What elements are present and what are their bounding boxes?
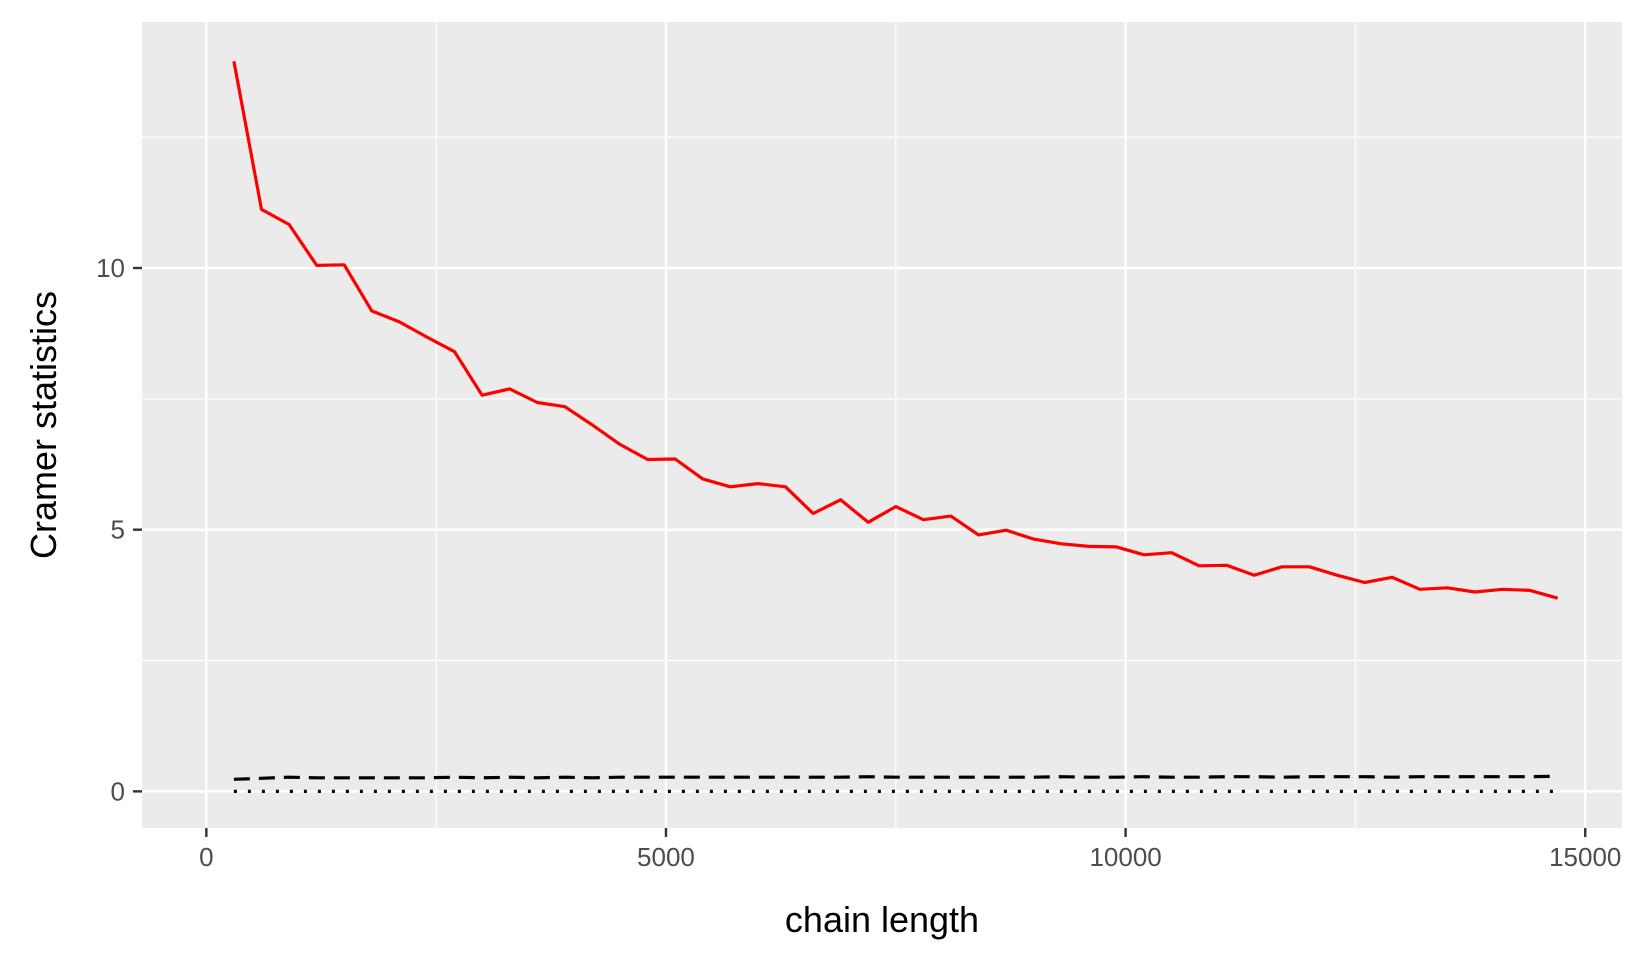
x-tick-label: 15000: [1549, 842, 1621, 872]
x-tick-label: 0: [199, 842, 213, 872]
x-tick-label: 10000: [1089, 842, 1161, 872]
y-tick-label: 5: [111, 515, 125, 545]
series-layer: [232, 61, 1559, 794]
y-axis-title: Cramer statistics: [23, 291, 64, 559]
series-line-dashed: [233, 774, 1558, 781]
x-axis-title: chain length: [785, 899, 979, 940]
y-tick-label: 10: [96, 253, 125, 283]
minor-gridlines: [142, 22, 1622, 828]
x-axis: 0 5000 10000 15000: [199, 828, 1621, 872]
series-line-solid: [232, 61, 1559, 600]
y-tick-label: 0: [111, 776, 125, 806]
x-tick-label: 5000: [637, 842, 695, 872]
y-axis: 0 5 10: [96, 253, 142, 806]
plot-panel: [142, 22, 1622, 828]
